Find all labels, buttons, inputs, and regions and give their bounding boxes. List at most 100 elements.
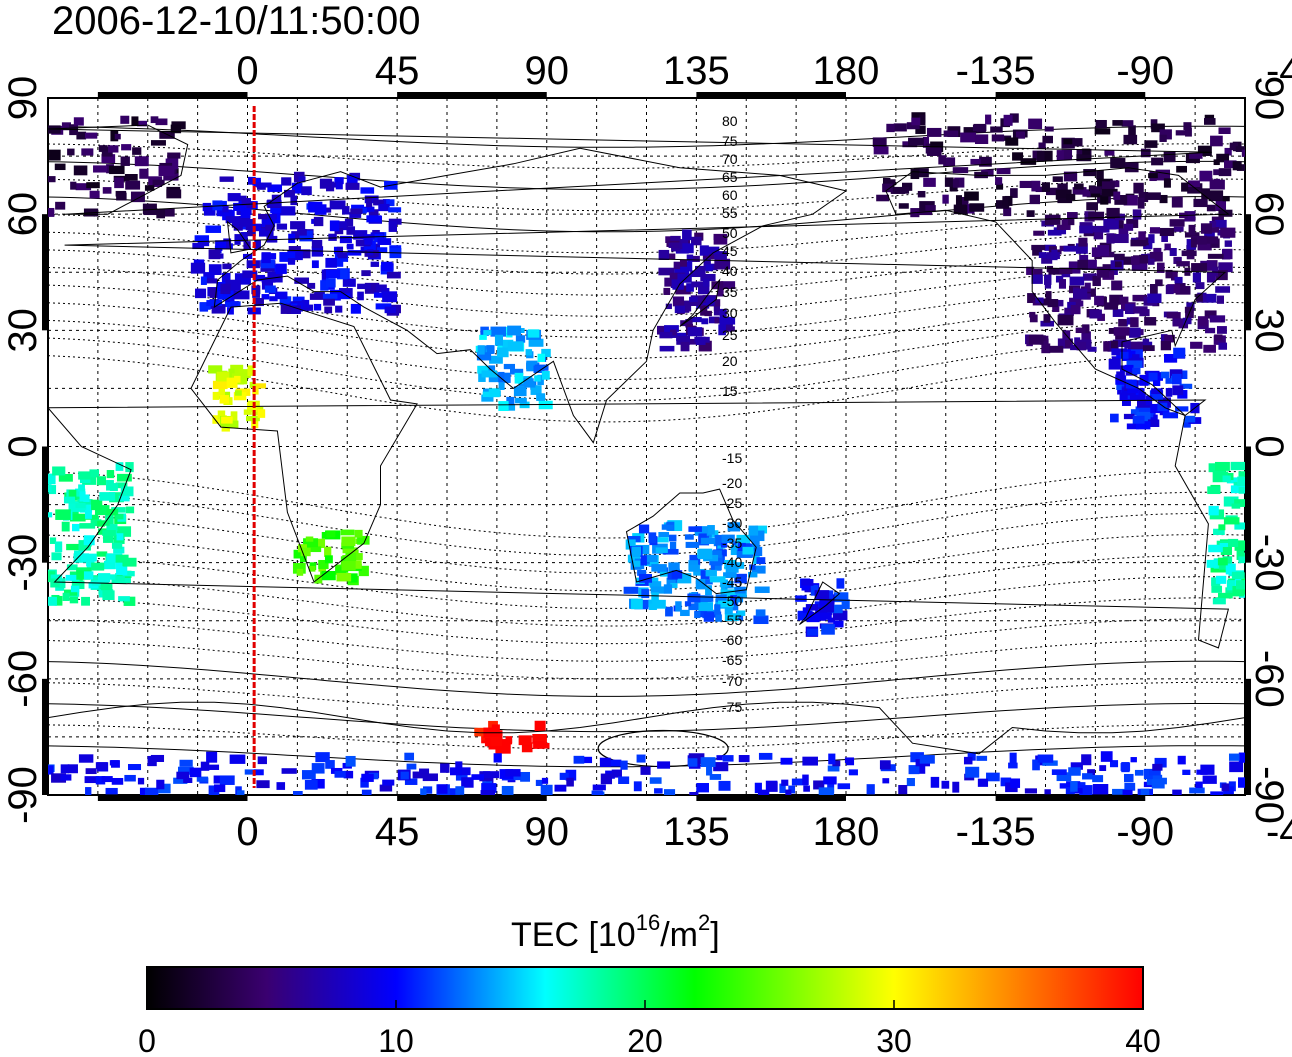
- tec-cell: [192, 242, 205, 250]
- contour-label: -40: [722, 554, 742, 570]
- tec-cell: [641, 589, 650, 599]
- tec-cell: [638, 524, 650, 534]
- coastline-path: [226, 220, 252, 254]
- tec-cell: [213, 775, 224, 784]
- tec-cell: [288, 233, 296, 244]
- tec-cell: [1076, 341, 1087, 351]
- tec-cell: [1092, 275, 1101, 287]
- tec-cell: [118, 596, 130, 602]
- tec-cell: [1241, 149, 1245, 157]
- coastline-path: [213, 147, 848, 444]
- tec-cell: [1211, 577, 1221, 586]
- tec-cell: [136, 120, 148, 127]
- tec-cell: [1175, 130, 1189, 136]
- contour-label: -70: [722, 673, 742, 689]
- tec-cell: [200, 276, 207, 285]
- tec-cell: [702, 278, 710, 287]
- tec-cell: [690, 270, 704, 278]
- y-tick-label-right: -30: [1247, 534, 1291, 592]
- tec-cell: [1056, 150, 1064, 161]
- tec-cell: [240, 232, 248, 242]
- tec-cell: [679, 259, 687, 267]
- tec-cell: [215, 240, 227, 249]
- x-tick-label-top: -45: [1266, 49, 1292, 93]
- tec-cell: [376, 247, 388, 253]
- tec-cell: [1051, 769, 1067, 775]
- tec-cell: [967, 751, 976, 761]
- tec-cell: [823, 602, 835, 613]
- tec-cell: [1113, 191, 1121, 200]
- tec-cell: [964, 191, 979, 201]
- tec-cell: [827, 765, 840, 772]
- tec-cell: [754, 586, 770, 593]
- tec-cell: [211, 304, 226, 314]
- tec-cell: [336, 268, 348, 280]
- tec-cell: [1144, 317, 1157, 326]
- x-tick-label-top: 135: [663, 49, 730, 93]
- tec-cell: [911, 112, 926, 123]
- tec-cell: [226, 377, 238, 388]
- tec-cell: [884, 179, 896, 186]
- tec-cell: [132, 147, 142, 155]
- tec-cell: [1009, 752, 1017, 764]
- tec-cell: [354, 529, 363, 538]
- tec-cell: [150, 116, 159, 124]
- tec-cell: [346, 175, 358, 185]
- tec-cell: [216, 371, 230, 382]
- tec-cell: [979, 156, 992, 167]
- tec-cell: [48, 765, 54, 775]
- tec-cell: [102, 187, 112, 194]
- tec-cell: [1157, 397, 1171, 408]
- tec-cell: [139, 168, 149, 179]
- tec-cell: [1132, 354, 1140, 362]
- tec-cell: [1156, 262, 1165, 273]
- tec-cell: [382, 779, 395, 786]
- tec-cell: [700, 570, 710, 580]
- tec-cell: [702, 252, 714, 260]
- tec-cell: [1162, 412, 1179, 419]
- tec-cell: [412, 771, 428, 779]
- tec-cell: [437, 784, 448, 794]
- tec-cell: [345, 182, 360, 190]
- tec-cell: [503, 363, 516, 370]
- tec-cell: [686, 283, 694, 292]
- tec-cell: [461, 777, 474, 788]
- tec-cell: [1223, 496, 1239, 507]
- tec-cell: [872, 137, 887, 147]
- tec-cell: [1169, 219, 1185, 227]
- tec-cell: [1163, 151, 1176, 163]
- tec-cell: [1148, 234, 1155, 244]
- tec-cell: [714, 317, 724, 324]
- tec-cell: [1222, 475, 1231, 482]
- tec-cell: [1225, 563, 1236, 575]
- tec-cell: [203, 272, 215, 281]
- tec-cell: [1208, 190, 1224, 202]
- tec-cell: [1221, 270, 1228, 278]
- coastline-path: [48, 399, 1230, 649]
- tec-cell: [751, 537, 760, 548]
- tec-cell: [124, 173, 138, 181]
- tec-cell: [768, 781, 778, 792]
- tec-cell: [406, 763, 417, 770]
- tec-cell: [66, 543, 81, 551]
- tec-cell: [672, 296, 685, 307]
- tec-cell: [709, 774, 722, 780]
- colorbar-tick-label: 0: [138, 1023, 156, 1057]
- tec-cell: [1160, 371, 1170, 379]
- tec-cell: [690, 236, 702, 246]
- tec-cell: [1218, 262, 1233, 273]
- tec-cell: [1066, 193, 1076, 201]
- tec-cell: [73, 117, 84, 126]
- tec-cell: [338, 252, 348, 259]
- tec-cell: [1027, 293, 1036, 304]
- tec-cell: [355, 239, 371, 247]
- tec-cell: [722, 755, 734, 762]
- tec-cell: [1000, 777, 1012, 787]
- tec-cell: [625, 539, 636, 550]
- tec-cell: [48, 485, 57, 495]
- tec-cell: [669, 541, 677, 552]
- y-tick-label-left: 0: [1, 435, 45, 457]
- tec-cell: [1114, 253, 1125, 265]
- tec-cell: [1056, 772, 1072, 782]
- colorbar-label-main: TEC [10: [511, 916, 636, 954]
